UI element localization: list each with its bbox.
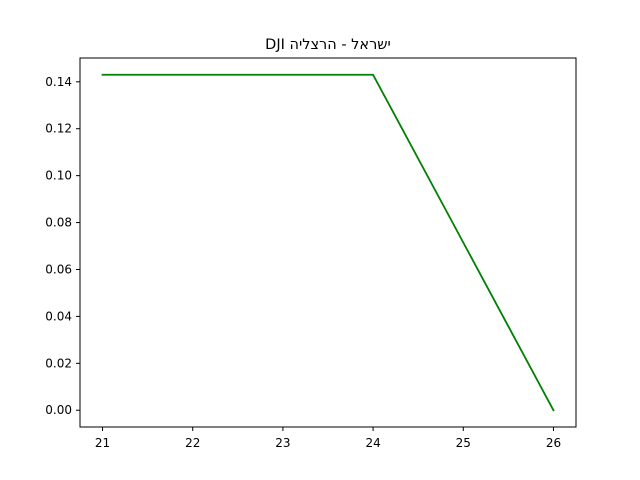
- y-tick-label: 0.06: [45, 262, 72, 276]
- plot-frame: [79, 57, 577, 428]
- x-tick-label: 22: [185, 436, 200, 450]
- y-tick-label: 0.14: [45, 75, 72, 89]
- chart-title: DJI ישראל - הרצליה: [265, 37, 391, 53]
- y-tick-label: 0.04: [45, 309, 72, 323]
- y-tick-label: 0.02: [45, 356, 72, 370]
- x-tick-label: 24: [365, 436, 380, 450]
- y-tick-label: 0.00: [45, 403, 72, 417]
- series-line: [101, 73, 555, 412]
- x-tick-label: 25: [456, 436, 471, 450]
- y-tick-label: 0.10: [45, 169, 72, 183]
- y-tick-label: 0.08: [45, 216, 72, 230]
- x-tick-label: 23: [275, 436, 290, 450]
- x-tick-label: 26: [546, 436, 561, 450]
- y-tick-label: 0.12: [45, 122, 72, 136]
- x-tick-label: 21: [95, 436, 110, 450]
